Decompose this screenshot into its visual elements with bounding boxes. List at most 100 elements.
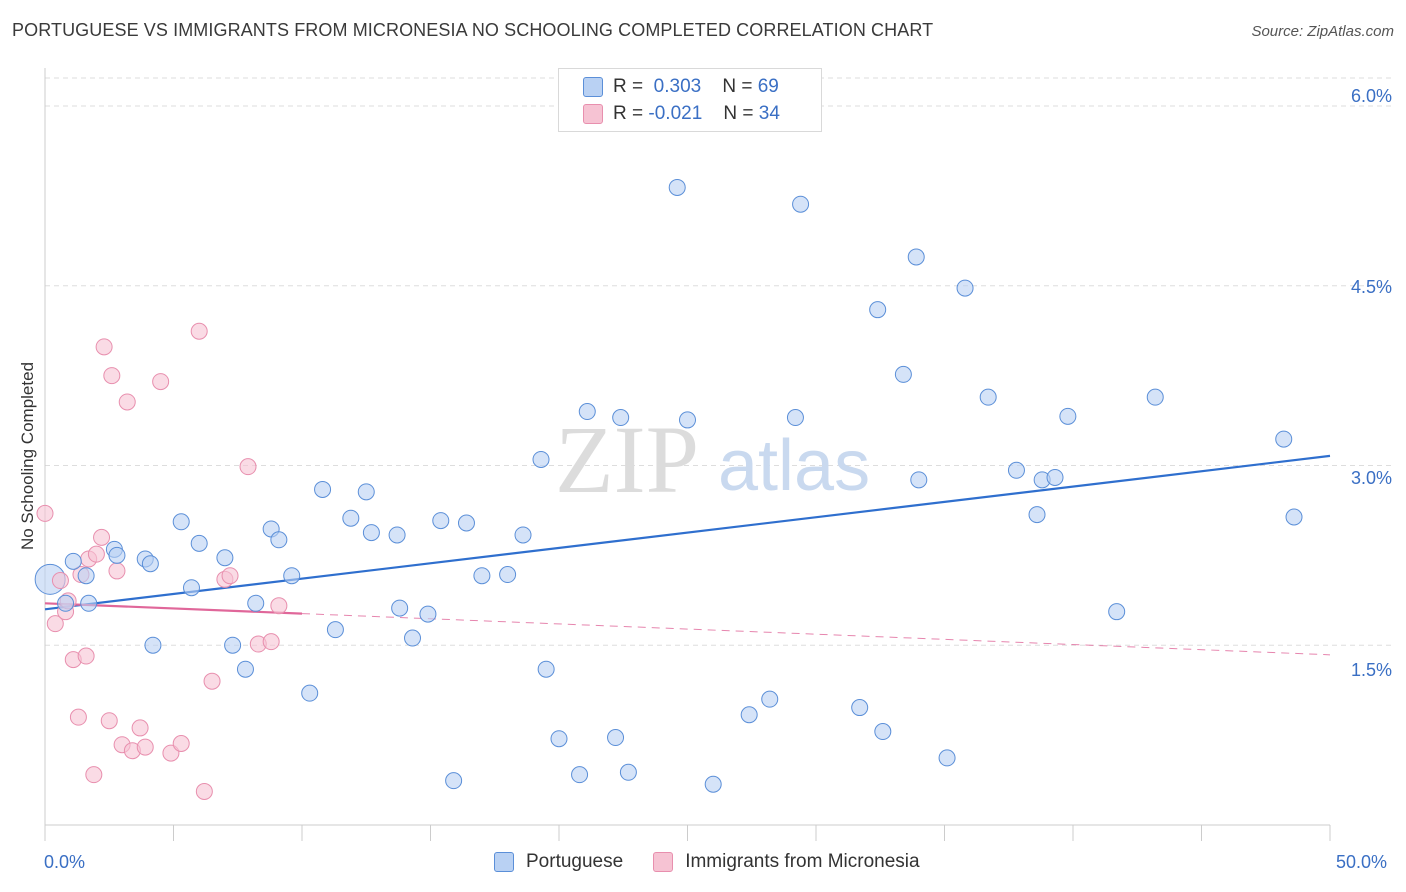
scatter-point-portuguese: [761, 690, 779, 708]
scatter-point-portuguese: [1046, 468, 1064, 486]
legend-r-label: R =: [613, 103, 644, 124]
scatter-point-micronesia: [239, 458, 257, 476]
legend-n-value: 34: [758, 103, 780, 124]
scatter-point-micronesia: [36, 504, 54, 522]
scatter-point-micronesia: [203, 672, 221, 690]
scatter-point-micronesia: [195, 782, 213, 800]
scatter-point-micronesia: [87, 545, 105, 563]
legend-swatch-pink: [583, 104, 603, 124]
legend-r-value: -0.021: [648, 103, 703, 124]
scatter-point-portuguese: [740, 706, 758, 724]
series-legend: Portuguese Immigrants from Micronesia: [494, 851, 950, 873]
scatter-point-portuguese: [619, 763, 637, 781]
scatter-point-portuguese: [388, 526, 406, 544]
legend-row-portuguese: R = 0.303 N = 69: [583, 75, 779, 99]
source-label: Source: ZipAtlas.com: [1251, 23, 1394, 40]
scatter-point-portuguese: [80, 594, 98, 612]
scatter-point-micronesia: [190, 322, 208, 340]
legend-swatch-pink: [653, 852, 674, 872]
scatter-point-micronesia: [131, 719, 149, 737]
scatter-point-micronesia: [118, 393, 136, 411]
scatter-point-portuguese: [1285, 508, 1303, 526]
scatter-point-portuguese: [907, 248, 925, 266]
scatter-point-portuguese: [301, 684, 319, 702]
x-tick-label-max: 50.0%: [1336, 852, 1388, 872]
scatter-point-portuguese: [391, 599, 409, 617]
scatter-point-portuguese: [668, 178, 686, 196]
y-tick-label-1-5: 1.5%: [1350, 660, 1392, 680]
legend-r-label: R =: [613, 76, 644, 97]
scatter-point-portuguese: [224, 636, 242, 654]
scatter-point-portuguese: [979, 388, 997, 406]
scatter-point-portuguese: [108, 546, 126, 564]
scatter-point-micronesia: [85, 766, 103, 784]
legend-row-micronesia: R = -0.021 N = 34: [583, 102, 780, 126]
scatter-point-portuguese: [57, 594, 75, 612]
watermark: ZIP atlas: [555, 406, 870, 513]
scatter-point-portuguese: [1059, 407, 1077, 425]
scatter-point-portuguese: [362, 524, 380, 542]
scatter-point-micronesia: [100, 712, 118, 730]
grid-layer: [45, 77, 1395, 646]
y-tick-label-6-0: 6.0%: [1350, 86, 1392, 106]
scatter-point-portuguese: [190, 534, 208, 552]
legend-r-value: 0.303: [653, 76, 702, 97]
legend-label-micronesia: Immigrants from Micronesia: [685, 851, 920, 872]
scatter-point-portuguese: [247, 594, 265, 612]
scatter-point-portuguese: [445, 772, 463, 790]
scatter-point-portuguese: [64, 552, 82, 570]
scatter-point-micronesia: [108, 562, 126, 580]
legend-n-value: 69: [757, 76, 779, 97]
y-axis-label: No Schooling Completed: [18, 361, 37, 551]
scatter-point-micronesia: [262, 633, 280, 651]
watermark-atlas: atlas: [718, 426, 870, 506]
legend-swatch-blue: [494, 852, 514, 872]
scatter-point-portuguese: [869, 301, 887, 319]
scatter-point-portuguese: [499, 566, 517, 584]
scatter-point-portuguese: [938, 749, 956, 767]
scatter-point-micronesia: [136, 738, 154, 756]
scatter-point-portuguese: [612, 409, 630, 427]
chart-title: PORTUGUESE VS IMMIGRANTS FROM MICRONESIA…: [12, 20, 934, 40]
scatter-point-portuguese: [571, 766, 589, 784]
scatter-point-portuguese: [1275, 430, 1293, 448]
scatter-point-micronesia: [46, 615, 64, 633]
scatter-point-portuguese: [704, 775, 722, 793]
watermark-zip: ZIP: [555, 406, 699, 513]
scatter-point-portuguese: [532, 450, 550, 468]
scatter-point-portuguese: [342, 509, 360, 527]
legend-n-label: N =: [722, 76, 753, 97]
scatter-point-micronesia: [103, 367, 121, 385]
scatter-point-portuguese: [141, 555, 159, 573]
scatter-point-portuguese: [77, 567, 95, 585]
scatter-point-micronesia: [172, 735, 190, 753]
scatter-point-portuguese: [182, 579, 200, 597]
scatter-point-portuguese: [236, 660, 254, 678]
trendline-micronesia-extrapolated: [301, 613, 1331, 656]
scatter-point-micronesia: [51, 572, 69, 590]
scatter-point-portuguese: [1108, 603, 1126, 621]
scatter-point-portuguese: [956, 279, 974, 297]
y-tick-label-3-0: 3.0%: [1350, 468, 1392, 488]
scatter-point-portuguese: [283, 567, 301, 585]
y-tick-label-4-5: 4.5%: [1350, 277, 1392, 297]
legend-swatch-blue: [583, 77, 603, 97]
scatter-point-portuguese: [1146, 388, 1164, 406]
scatter-point-portuguese: [792, 195, 810, 213]
scatter-point-portuguese: [270, 531, 288, 549]
legend-item-portuguese[interactable]: Portuguese: [494, 851, 623, 873]
scatter-point-portuguese: [1028, 506, 1046, 524]
scatter-point-portuguese: [432, 512, 450, 530]
scatter-point-portuguese: [851, 699, 869, 717]
axis-layer: [44, 68, 1331, 841]
scatter-point-portuguese: [419, 605, 437, 623]
scatter-point-portuguese: [607, 729, 625, 747]
scatter-point-portuguese: [514, 526, 532, 544]
scatter-point-portuguese: [326, 621, 344, 639]
legend-item-micronesia[interactable]: Immigrants from Micronesia: [653, 851, 920, 873]
points-layer: [34, 178, 1303, 800]
scatter-point-portuguese: [874, 723, 892, 741]
scatter-point-portuguese: [216, 549, 234, 567]
scatter-point-portuguese: [357, 483, 375, 501]
